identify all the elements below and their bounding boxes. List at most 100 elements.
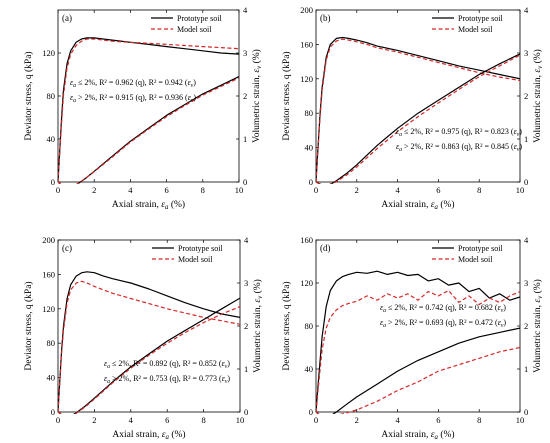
x-tick-label: 10 <box>516 185 525 195</box>
y-tick-label: 200 <box>300 5 313 15</box>
series-line-volumetric-model <box>316 346 520 414</box>
x-tick-label: 10 <box>516 415 525 425</box>
y-tick-label: 0 <box>51 177 55 187</box>
series-line-volumetric-model <box>316 54 520 184</box>
y2-tick-label: 4 <box>243 5 248 15</box>
x-tick-label: 8 <box>201 185 205 195</box>
panel-label: (d) <box>320 243 331 253</box>
y-tick-label: 40 <box>305 364 314 374</box>
y-axis-label: Deviator stress, q (kPa) <box>281 281 292 370</box>
panel-label: (a) <box>62 13 72 23</box>
x-tick-label: 4 <box>129 415 134 425</box>
legend-label: Model soil <box>178 255 213 264</box>
y2-axis-label: Volumetric strain, εv​ (%) <box>252 279 264 373</box>
y-tick-label: 160 <box>42 269 55 279</box>
y-tick-label: 80 <box>47 91 56 101</box>
series-line-deviator-prototype <box>58 271 240 413</box>
y-tick-label: 0 <box>309 177 313 187</box>
annotation: εa​ > 2%, R² = 0.693 (q), R² = 0.472 (εv… <box>380 318 506 329</box>
x-tick-label: 8 <box>201 415 205 425</box>
y2-tick-label: 0 <box>524 177 528 187</box>
y2-tick-label: 2 <box>524 91 528 101</box>
x-tick-label: 0 <box>56 415 60 425</box>
x-tick-label: 0 <box>56 185 60 195</box>
series-group <box>58 271 240 414</box>
series-line-deviator-prototype <box>58 37 239 183</box>
x-tick-label: 10 <box>235 185 244 195</box>
y2-tick-label: 2 <box>524 321 528 331</box>
annotation: εa​ ≤ 2%, R² = 0.975 (q), R² = 0.823 (εv… <box>396 127 522 138</box>
x-tick-label: 6 <box>164 185 168 195</box>
y2-tick-label: 3 <box>524 278 528 288</box>
y-tick-label: 40 <box>47 373 56 383</box>
y2-tick-label: 1 <box>244 364 248 374</box>
y-tick-label: 120 <box>300 74 313 84</box>
series-line-deviator-prototype <box>316 36 520 183</box>
y2-tick-label: 3 <box>243 48 247 58</box>
x-tick-label: 4 <box>395 415 400 425</box>
x-tick-label: 6 <box>165 415 169 425</box>
x-tick-label: 8 <box>477 185 481 195</box>
series-line-deviator-model <box>316 38 520 183</box>
y-tick-label: 40 <box>47 134 56 144</box>
plot-frame <box>57 239 241 413</box>
x-tick-label: 0 <box>314 185 318 195</box>
y2-tick-label: 0 <box>243 177 247 187</box>
annotation: εa​ ≤ 2%, R² = 0.892 (q), R² = 0.852 (εv… <box>104 359 230 370</box>
x-axis-label: Axial strain, εa​ (%) <box>381 429 454 441</box>
y-tick-label: 120 <box>300 278 313 288</box>
y2-tick-label: 1 <box>524 364 528 374</box>
series-group <box>58 37 239 184</box>
legend-label: Prototype soil <box>178 244 223 253</box>
x-axis-label: Axial strain, εa​ (%) <box>112 199 185 211</box>
x-tick-label: 10 <box>236 415 245 425</box>
x-tick-label: 4 <box>128 185 133 195</box>
y2-tick-label: 2 <box>244 321 248 331</box>
series-line-deviator-model <box>316 289 520 413</box>
x-tick-label: 6 <box>436 185 440 195</box>
x-tick-label: 0 <box>314 415 318 425</box>
series-line-deviator-model <box>58 280 240 413</box>
y2-tick-label: 0 <box>524 407 528 417</box>
y2-tick-label: 4 <box>244 235 249 245</box>
legend-label: Prototype soil <box>458 244 503 253</box>
annotation: εa​ > 2%, R² = 0.753 (q), R² = 0.773 (εv… <box>104 374 230 385</box>
y-tick-label: 80 <box>305 321 314 331</box>
series-line-volumetric-prototype <box>58 297 240 414</box>
legend-label: Prototype soil <box>458 14 503 23</box>
series-line-deviator-model <box>58 38 239 183</box>
series-line-volumetric-prototype <box>316 53 520 184</box>
y2-tick-label: 2 <box>243 91 247 101</box>
y2-tick-label: 4 <box>524 235 529 245</box>
x-tick-label: 2 <box>355 185 359 195</box>
y-tick-label: 80 <box>47 338 56 348</box>
x-tick-label: 2 <box>355 415 359 425</box>
y2-axis-label: Volumetric strain, εv​ (%) <box>532 279 544 373</box>
y-tick-label: 200 <box>42 235 55 245</box>
x-tick-label: 2 <box>92 415 96 425</box>
y2-tick-label: 1 <box>524 134 528 144</box>
annotation: εa​ > 2%, R² = 0.915 (q), R² = 0.936 (εv… <box>70 93 196 104</box>
legend-label: Prototype soil <box>177 14 222 23</box>
series-group <box>316 36 520 184</box>
x-tick-label: 8 <box>477 415 481 425</box>
x-axis-label: Axial strain, εa​ (%) <box>381 199 454 211</box>
series-line-volumetric-model <box>58 77 239 184</box>
y2-axis-label: Volumetric strain, εv​ (%) <box>251 49 263 143</box>
y2-tick-label: 3 <box>244 278 248 288</box>
y2-tick-label: 3 <box>524 48 528 58</box>
y-axis-label: Deviator stress, q (kPa) <box>281 51 292 140</box>
legend-label: Model soil <box>458 255 493 264</box>
legend-label: Model soil <box>177 25 212 34</box>
y2-tick-label: 4 <box>524 5 529 15</box>
annotation: εa​ ≤ 2%, R² = 0.742 (q), R² = 0.682 (εv… <box>380 303 506 314</box>
x-axis-label: Axial strain, εa​ (%) <box>112 429 185 441</box>
y-tick-label: 40 <box>305 143 314 153</box>
x-tick-label: 2 <box>92 185 96 195</box>
y-tick-label: 80 <box>305 108 314 118</box>
